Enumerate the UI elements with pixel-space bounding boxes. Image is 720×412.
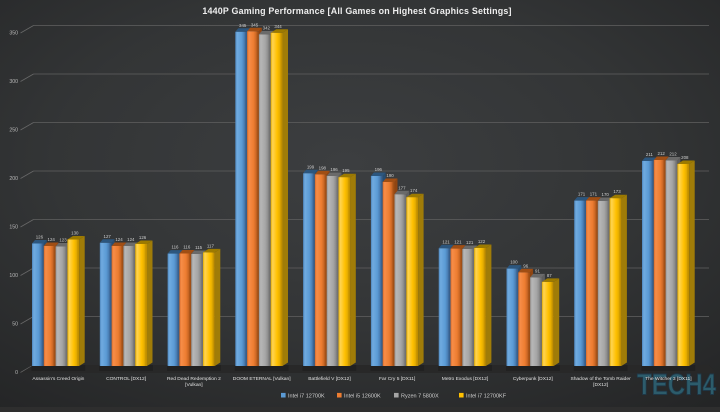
svg-text:124: 124 xyxy=(48,237,56,242)
svg-text:The Witcher 3 [DX11]: The Witcher 3 [DX11] xyxy=(645,376,692,382)
svg-text:126: 126 xyxy=(36,235,44,240)
svg-text:123: 123 xyxy=(59,238,67,243)
svg-text:Intel i7 12700K: Intel i7 12700K xyxy=(288,393,325,399)
svg-text:50: 50 xyxy=(12,322,18,328)
svg-text:342: 342 xyxy=(263,25,271,30)
svg-text:122: 122 xyxy=(478,239,486,244)
svg-text:177: 177 xyxy=(398,185,406,190)
svg-text:TECH4: TECH4 xyxy=(637,369,716,402)
svg-text:195: 195 xyxy=(342,168,350,173)
svg-text:345: 345 xyxy=(251,22,259,27)
svg-text:96: 96 xyxy=(523,263,528,268)
svg-text:100: 100 xyxy=(510,260,518,265)
svg-text:0: 0 xyxy=(15,370,18,376)
svg-text:174: 174 xyxy=(410,188,418,193)
svg-text:300: 300 xyxy=(9,79,18,85)
svg-text:87: 87 xyxy=(547,273,552,278)
svg-text:121: 121 xyxy=(442,239,450,244)
svg-text:173: 173 xyxy=(613,189,621,194)
svg-text:DOOM ETERNAL [Vulkan]: DOOM ETERNAL [Vulkan] xyxy=(233,376,291,382)
svg-text:Cyberpunk [DX12]: Cyberpunk [DX12] xyxy=(513,376,554,382)
svg-text:121: 121 xyxy=(466,240,474,245)
svg-text:91: 91 xyxy=(535,268,540,273)
svg-text:Red Dead Redemption 2: Red Dead Redemption 2 xyxy=(167,376,221,382)
svg-text:150: 150 xyxy=(9,225,18,231)
svg-text:124: 124 xyxy=(127,237,135,242)
svg-text:345: 345 xyxy=(239,23,247,28)
svg-text:198: 198 xyxy=(319,165,327,170)
svg-text:117: 117 xyxy=(207,243,215,248)
svg-text:CONTROL [DX12]: CONTROL [DX12] xyxy=(106,376,147,382)
svg-text:130: 130 xyxy=(71,231,79,236)
svg-text:190: 190 xyxy=(386,173,394,178)
svg-text:Intel i5 12600K: Intel i5 12600K xyxy=(344,393,381,399)
svg-text:Metro Exodus [DX12]: Metro Exodus [DX12] xyxy=(442,376,489,382)
svg-text:116: 116 xyxy=(172,245,180,250)
svg-text:196: 196 xyxy=(375,167,383,172)
svg-text:Far Cry 5 [DX11]: Far Cry 5 [DX11] xyxy=(379,376,416,382)
svg-text:171: 171 xyxy=(578,192,586,197)
svg-text:Intel i7 12700KF: Intel i7 12700KF xyxy=(466,393,507,399)
svg-text:Battlefield V [DX12]: Battlefield V [DX12] xyxy=(308,376,351,382)
svg-text:171: 171 xyxy=(590,192,598,197)
svg-text:Assassin's Creed Origin: Assassin's Creed Origin xyxy=(32,376,84,382)
svg-text:[Vulkan]: [Vulkan] xyxy=(185,382,203,388)
svg-text:100: 100 xyxy=(9,273,18,279)
svg-text:344: 344 xyxy=(274,24,282,29)
svg-text:[DX12]: [DX12] xyxy=(593,382,609,388)
svg-text:170: 170 xyxy=(602,192,610,197)
svg-text:350: 350 xyxy=(9,31,18,37)
svg-text:127: 127 xyxy=(104,234,112,239)
svg-text:250: 250 xyxy=(9,128,18,134)
svg-text:126: 126 xyxy=(139,235,147,240)
svg-text:115: 115 xyxy=(195,245,203,250)
svg-text:211: 211 xyxy=(646,152,654,157)
svg-text:212: 212 xyxy=(658,151,666,156)
svg-text:121: 121 xyxy=(454,240,462,245)
svg-text:124: 124 xyxy=(115,237,123,242)
svg-text:208: 208 xyxy=(681,155,689,160)
svg-text:196: 196 xyxy=(330,167,338,172)
svg-text:Shadow of the Tomb Raider: Shadow of the Tomb Raider xyxy=(570,376,631,382)
svg-text:212: 212 xyxy=(669,152,677,157)
svg-text:Ryzen 7 5800X: Ryzen 7 5800X xyxy=(401,393,439,399)
svg-text:199: 199 xyxy=(307,164,315,169)
svg-text:200: 200 xyxy=(9,176,18,182)
svg-text:1440P Gaming Performance [All: 1440P Gaming Performance [All Games on H… xyxy=(202,6,511,16)
svg-text:116: 116 xyxy=(183,245,191,250)
